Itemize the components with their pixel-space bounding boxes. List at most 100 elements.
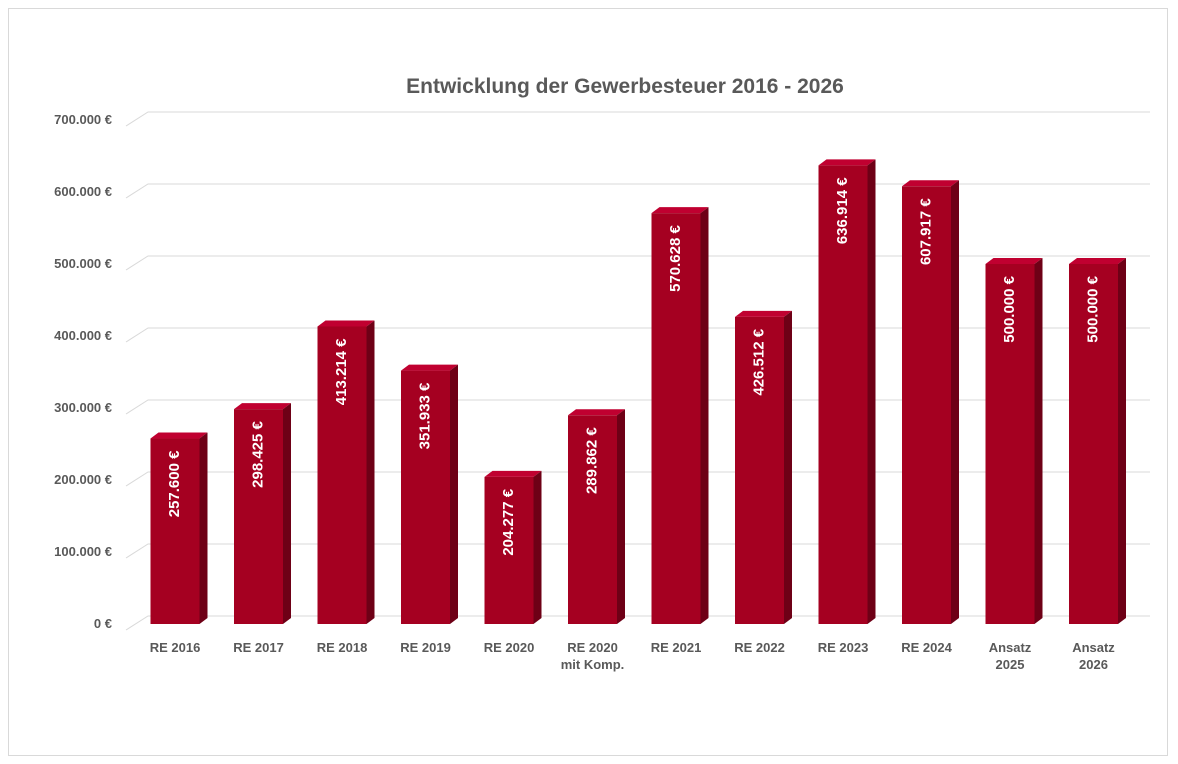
- data-label: 257.600 €: [166, 450, 183, 517]
- bar-top: [484, 470, 542, 477]
- bar-side: [283, 403, 291, 624]
- bar-group: 351.933 €: [401, 364, 458, 624]
- chart-frame: [8, 8, 1168, 756]
- x-tick-line: RE 2017: [233, 640, 284, 655]
- grid-line: [125, 615, 1150, 631]
- x-tick-line: RE 2024: [901, 640, 952, 655]
- data-label: 500.000 €: [1085, 275, 1102, 342]
- x-tick-line: RE 2020: [567, 640, 618, 655]
- bar-side: [784, 310, 792, 624]
- x-tick-label: RE 2022: [734, 640, 785, 655]
- y-tick-label: 0 €: [94, 616, 112, 631]
- y-tick-label: 100.000 €: [54, 544, 112, 559]
- bar-group: 298.425 €: [234, 403, 291, 624]
- x-tick-label: RE 2020: [484, 640, 535, 655]
- bar-top: [234, 403, 291, 410]
- grid-line: [125, 183, 1150, 199]
- x-tick-line: RE 2022: [734, 640, 785, 655]
- bar-top: [401, 364, 458, 371]
- y-tick-label: 700.000 €: [54, 112, 112, 127]
- bar-group: 289.862 €: [568, 409, 625, 624]
- grid-line: [125, 111, 1150, 127]
- data-label: 298.425 €: [250, 420, 267, 487]
- bar-group: 607.917 €: [902, 180, 959, 625]
- bar-side: [867, 159, 876, 624]
- bar-top: [902, 180, 959, 187]
- x-tick-label: RE 2016: [150, 640, 201, 655]
- bar: [902, 186, 951, 625]
- bar: [1069, 264, 1118, 624]
- bar: [234, 409, 283, 624]
- x-tick-line: RE 2016: [150, 640, 201, 655]
- bar-group: 636.914 €: [818, 159, 876, 624]
- x-tick-label: RE 2019: [400, 640, 451, 655]
- data-label: 289.862 €: [584, 427, 601, 494]
- x-tick-line: RE 2023: [818, 640, 869, 655]
- bar-top: [735, 310, 792, 317]
- data-label: 570.628 €: [667, 224, 684, 291]
- x-tick-label: Ansatz 2025: [989, 640, 1032, 672]
- bar-group: 204.277 €: [484, 470, 542, 624]
- data-label: 636.914 €: [834, 177, 851, 244]
- bar: [317, 326, 367, 624]
- bar-group: 257.600 €: [150, 432, 208, 624]
- bar-top: [985, 258, 1043, 264]
- grid-line: [125, 327, 1150, 343]
- bar-top: [818, 159, 876, 166]
- x-tick-line: RE 2020: [484, 640, 535, 655]
- bar-side: [1118, 258, 1126, 624]
- bar-group: 413.214 €: [317, 320, 375, 624]
- bar: [150, 438, 200, 624]
- bar-top: [1069, 258, 1126, 264]
- y-axis-ticks: 0 € 100.000 € 200.000 € 300.000 € 400.000 € 5…: [54, 112, 112, 631]
- bar-side: [199, 432, 208, 624]
- bar-group: 500.000 €: [985, 258, 1043, 624]
- x-tick-line: mit Komp.: [561, 657, 625, 672]
- bar-top: [317, 320, 375, 327]
- x-tick-label: RE 2024: [901, 640, 952, 655]
- grid-line: [125, 543, 1150, 559]
- bar-group: 426.512 €: [735, 310, 792, 624]
- x-tick-line: 2025: [996, 657, 1025, 672]
- y-tick-label: 200.000 €: [54, 472, 112, 487]
- data-label: 413.214 €: [333, 338, 350, 405]
- x-tick-label: RE 2021: [651, 640, 702, 655]
- grid-lines: [125, 111, 1150, 631]
- bar-top: [568, 409, 625, 416]
- data-label: 351.933 €: [417, 382, 434, 449]
- x-tick-line: Ansatz: [989, 640, 1032, 655]
- x-tick-label: RE 2018: [317, 640, 368, 655]
- y-tick-label: 500.000 €: [54, 256, 112, 271]
- data-label: 426.512 €: [751, 328, 768, 395]
- x-tick-line: Ansatz: [1072, 640, 1115, 655]
- bar-side: [951, 180, 959, 625]
- x-tick-line: 2026: [1079, 657, 1108, 672]
- bar-side: [700, 207, 709, 625]
- data-label: 500.000 €: [1001, 275, 1018, 342]
- data-label: 607.917 €: [918, 198, 935, 265]
- y-tick-label: 300.000 €: [54, 400, 112, 415]
- bar-top: [150, 432, 208, 439]
- y-tick-label: 600.000 €: [54, 184, 112, 199]
- bars: 257.600 € 298.425 € 413.214 € 351.933 € 204.…: [150, 159, 1126, 625]
- bar: [985, 264, 1035, 624]
- bar-side: [617, 409, 625, 624]
- bar: [818, 165, 868, 624]
- x-tick-label: RE 2023: [818, 640, 869, 655]
- x-tick-line: RE 2019: [400, 640, 451, 655]
- chart-title: Entwicklung der Gewerbesteuer 2016 - 202…: [406, 75, 844, 98]
- bar: [651, 213, 701, 625]
- bar: [568, 415, 617, 624]
- x-axis-ticks: RE 2016 RE 2017 RE 2018 RE 2019 RE 2020 RE 20…: [150, 640, 1116, 672]
- bar-side: [533, 470, 542, 624]
- bar-top: [651, 207, 709, 214]
- x-tick-line: RE 2018: [317, 640, 368, 655]
- bar-side: [450, 364, 458, 624]
- x-tick-label: RE 2020 mit Komp.: [561, 640, 625, 672]
- grid-line: [125, 255, 1150, 271]
- x-tick-label: Ansatz 2026: [1072, 640, 1115, 672]
- bar: [735, 316, 784, 624]
- y-tick-label: 400.000 €: [54, 328, 112, 343]
- x-tick-line: RE 2021: [651, 640, 702, 655]
